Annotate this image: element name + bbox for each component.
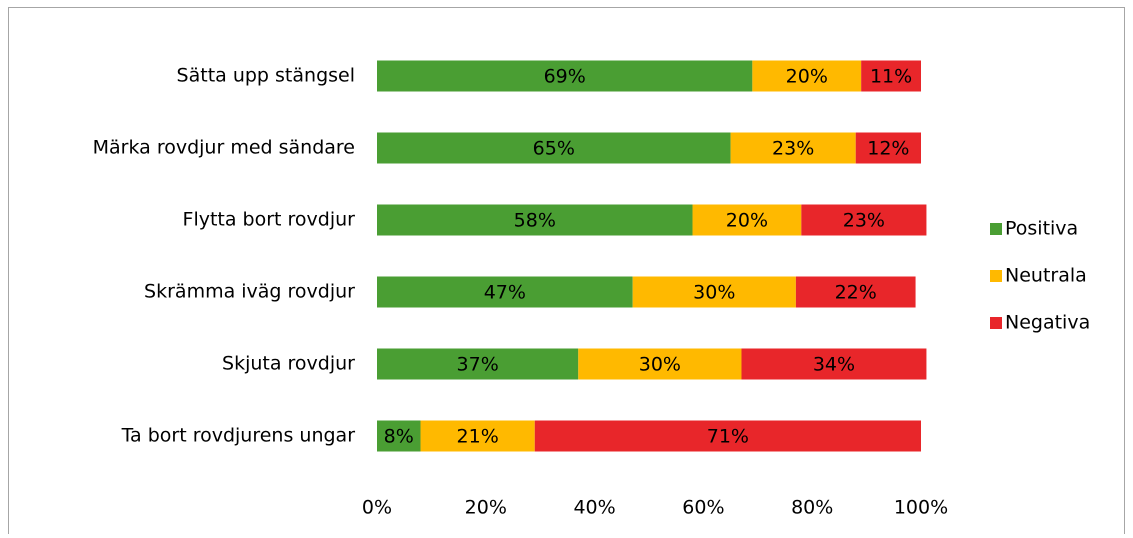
data-label: 23% <box>843 210 885 232</box>
category-label: Märka rovdjur med sändare <box>93 137 355 159</box>
data-label: 8% <box>384 426 414 448</box>
x-tick-label: 80% <box>791 497 833 519</box>
data-label: 71% <box>707 426 749 448</box>
data-label: 23% <box>772 138 814 160</box>
x-tick-label: 40% <box>573 497 615 519</box>
bar-segment <box>861 60 921 92</box>
category-label: Sätta upp stängsel <box>177 65 355 87</box>
category-label: Skrämma iväg rovdjur <box>144 281 355 303</box>
bar-segment <box>377 276 633 308</box>
bar-segment <box>377 348 579 380</box>
bar-segment <box>377 204 693 236</box>
data-label: 65% <box>533 138 575 160</box>
data-label: 30% <box>693 282 735 304</box>
legend-swatch <box>990 270 1002 282</box>
bar-segment <box>752 60 862 92</box>
bar-segment <box>801 204 927 236</box>
bar-segment <box>741 348 927 380</box>
data-label: 58% <box>514 210 556 232</box>
data-label: 37% <box>457 354 499 376</box>
bar-segment <box>855 132 921 164</box>
data-label: 20% <box>726 210 768 232</box>
bar-segment <box>420 420 535 452</box>
data-label: 12% <box>867 138 909 160</box>
data-label: 69% <box>544 66 586 88</box>
x-tick-label: 60% <box>682 497 724 519</box>
data-label: 22% <box>835 282 877 304</box>
x-tick-label: 0% <box>362 497 392 519</box>
legend-swatch <box>990 223 1002 235</box>
bar-segment <box>730 132 856 164</box>
legend-label: Negativa <box>1005 312 1090 334</box>
data-label: 11% <box>870 66 912 88</box>
bar-segment <box>377 420 421 452</box>
category-label: Ta bort rovdjurens ungar <box>121 425 356 447</box>
legend-label: Positiva <box>1005 218 1078 240</box>
bar-segment <box>534 420 921 452</box>
legend-label: Neutrala <box>1005 265 1087 287</box>
data-label: 34% <box>813 354 855 376</box>
data-label: 30% <box>639 354 681 376</box>
bar-segment <box>377 60 753 92</box>
data-label: 47% <box>484 282 526 304</box>
bar-segment <box>692 204 802 236</box>
x-tick-label: 20% <box>465 497 507 519</box>
bar-segment <box>377 132 731 164</box>
data-label: 20% <box>786 66 828 88</box>
data-label: 21% <box>457 426 499 448</box>
legend-swatch <box>990 317 1002 329</box>
x-tick-label: 100% <box>894 497 948 519</box>
bar-segment <box>578 348 742 380</box>
bar-segment <box>632 276 796 308</box>
category-label: Flytta bort rovdjur <box>183 209 356 231</box>
category-label: Skjuta rovdjur <box>222 353 355 375</box>
bar-segment <box>795 276 916 308</box>
